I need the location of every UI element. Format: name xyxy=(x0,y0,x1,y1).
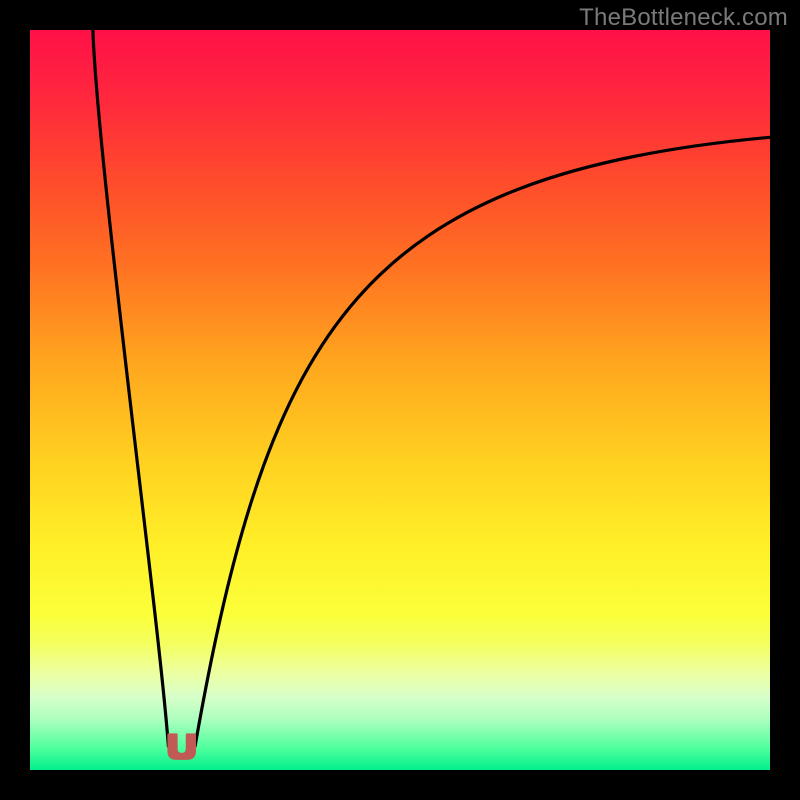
bottleneck-chart xyxy=(0,0,800,800)
gradient-background xyxy=(30,30,770,770)
watermark-text: TheBottleneck.com xyxy=(579,4,788,32)
